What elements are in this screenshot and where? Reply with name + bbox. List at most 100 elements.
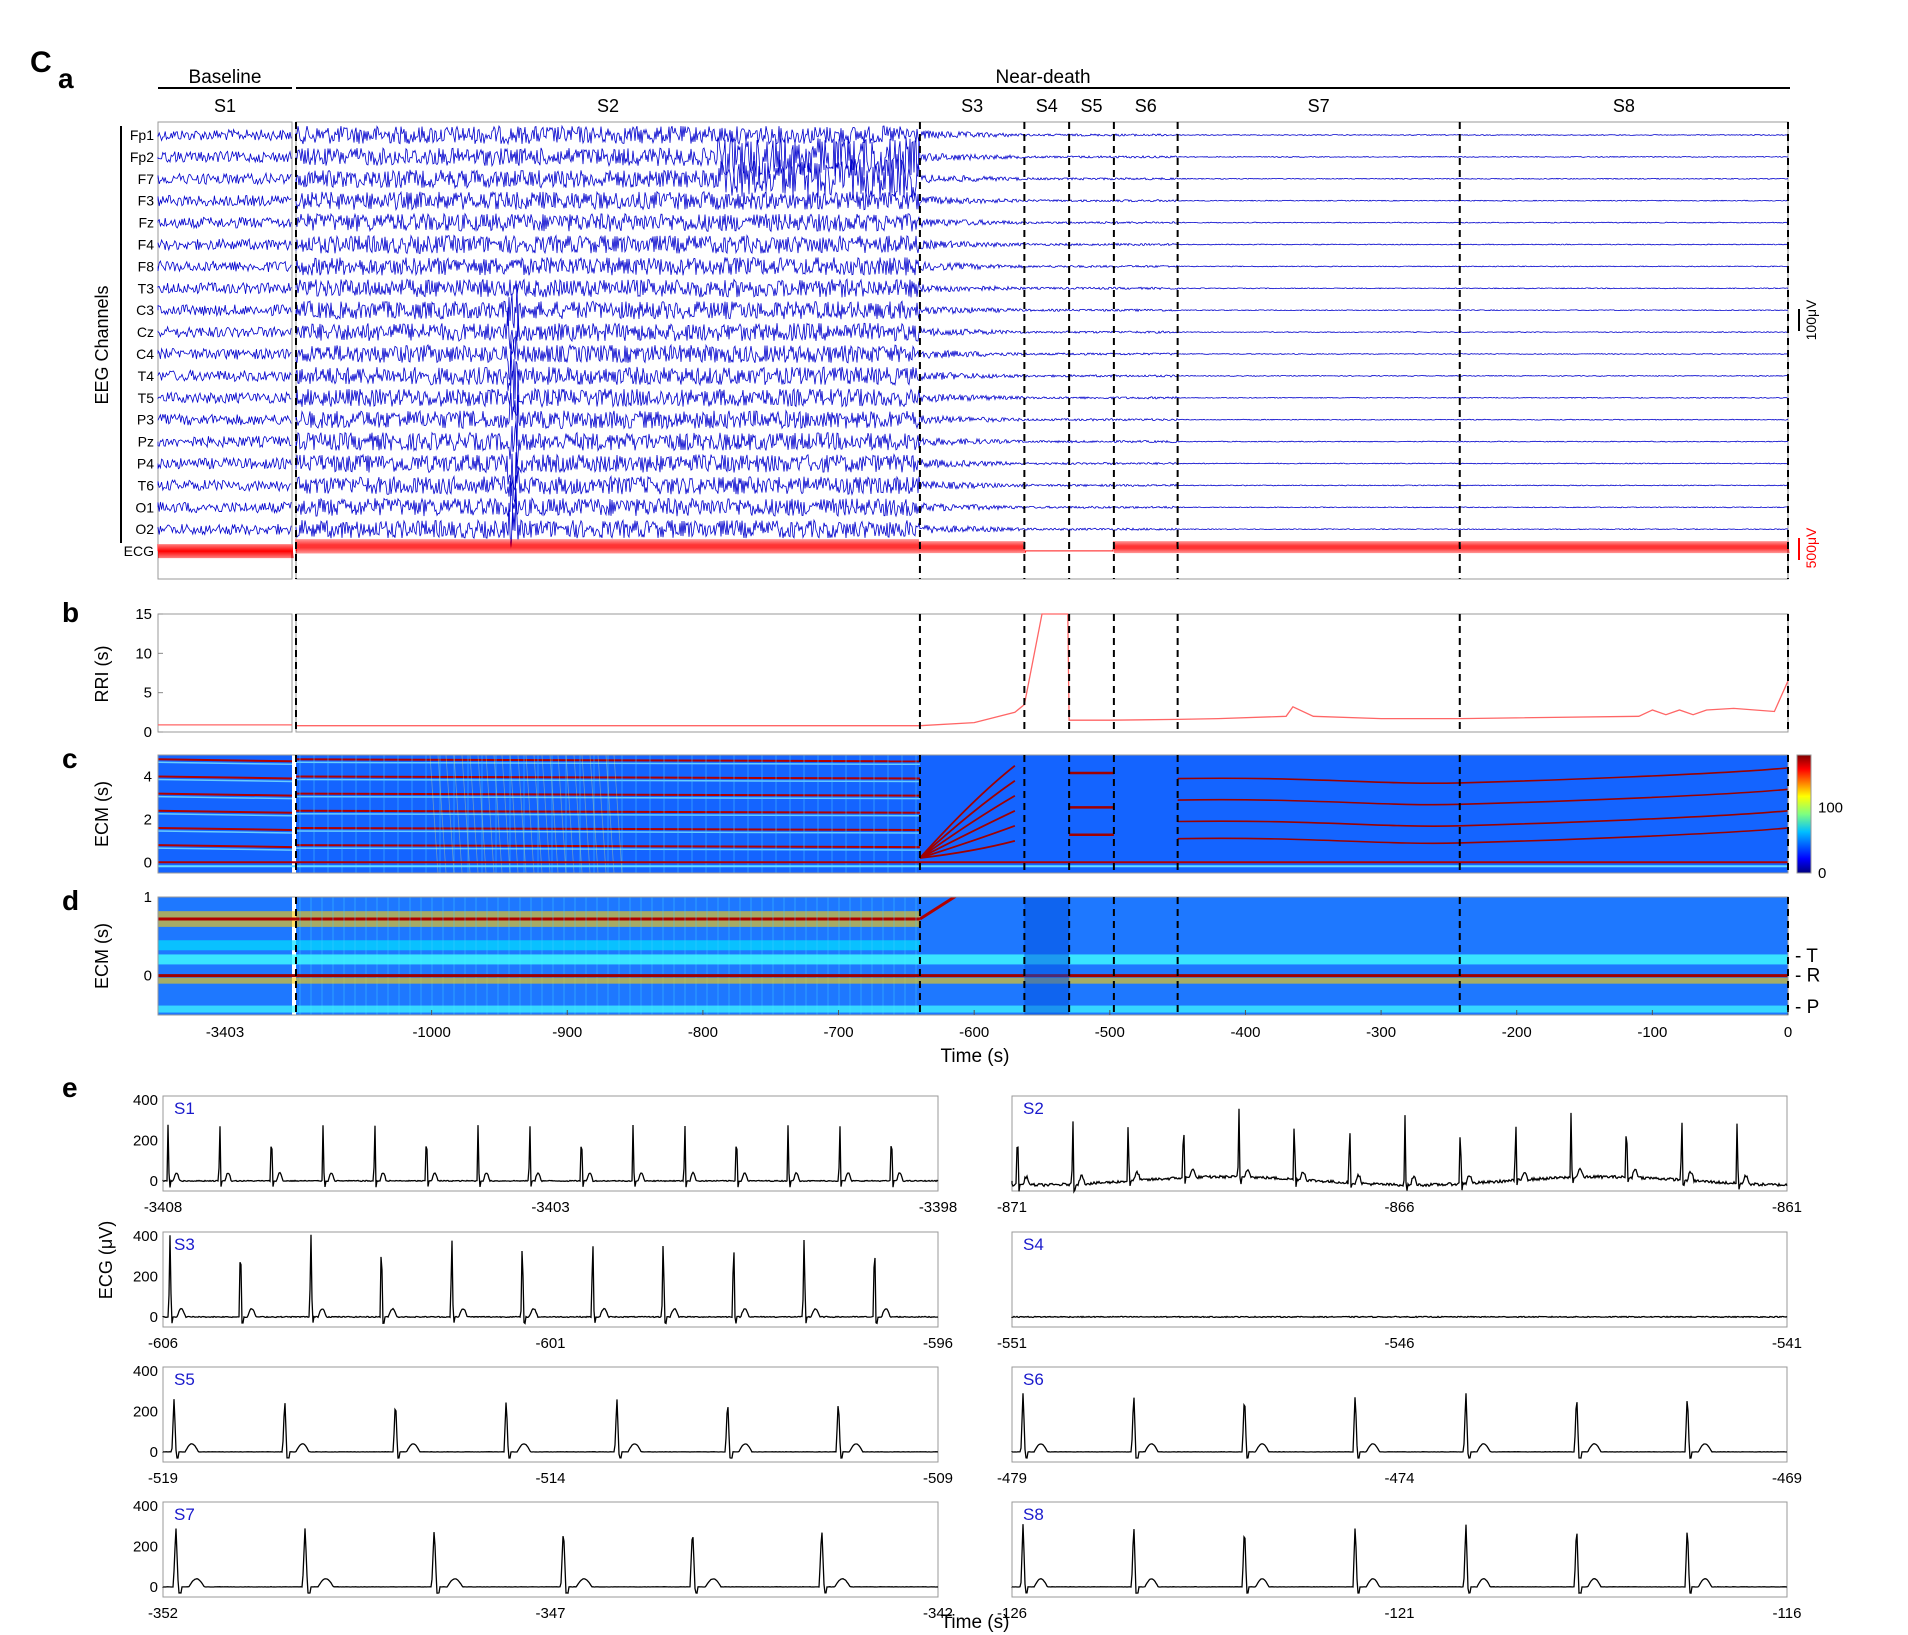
ecm-c-diagonal-streak [437,755,447,873]
ecm-c-diagonal-streak [533,755,543,873]
eeg-trace-t3 [295,278,1789,298]
ecg-xtick-label: -546 [1384,1335,1414,1352]
eeg-channels-ylabel: EEG Channels [92,285,112,404]
eeg-trace-o1 [295,481,1789,532]
ecg-segments-panel: ECG (μV) S1 0 200 400 -3408 -3403 -3398 S2 -871 -… [96,1092,1802,1633]
ecm-c-diagonal-streak [509,755,519,873]
eeg-trace-baseline-f4 [157,237,292,252]
rri-ytick-label: 10 [135,645,152,662]
channel-label-c3: C3 [136,302,154,318]
stage-label-s4: S4 [1036,96,1058,116]
ecg-ytick-label: 400 [133,1363,158,1380]
ecg-ytick-label: 400 [133,1092,158,1109]
eeg-trace-baseline-o2 [157,523,292,537]
eeg-trace-cz [295,307,1789,356]
ecm-d-xtick-label: -100 [1637,1024,1667,1041]
ecm-c-band-halo [158,795,293,800]
ecg-panel-trace [162,1399,938,1459]
ecg-panel-stage-label: S4 [1023,1235,1044,1254]
eeg-trace-baseline-t6 [157,479,292,493]
ecg-panel-stage-label: S7 [174,1505,195,1524]
ecm-d-ylabel: ECM (s) [92,923,112,989]
ecg-xtick-label: -347 [535,1605,565,1622]
eeg-trace-c3 [295,284,1789,337]
panel-label-e: e [62,1072,78,1103]
eeg-trace-fz [295,212,1789,233]
ecm-c-curve [919,765,1016,859]
rri-ytick-label: 5 [144,685,152,702]
ecg-panel-trace [1011,1108,1788,1194]
ecm-c-curve [919,794,1016,859]
rri-ylabel: RRI (s) [92,646,112,703]
eeg-trace-t6 [295,466,1789,504]
rri-main-frame [295,613,1789,733]
channel-label-o2: O2 [135,521,154,537]
ecg-panel-s6: S6 -479 -474 -469 [997,1366,1802,1487]
ecm-c-diagonal-streak [565,755,575,873]
stage-label-s6: S6 [1135,96,1157,116]
ecm-d-xlabel: Time (s) [941,1046,1010,1067]
ecm-d-frame [157,896,1789,1016]
ecg-panel-stage-label: S3 [174,1235,195,1254]
ecg-panel-frame [162,1501,939,1598]
ecg-panel-stage-label: S1 [174,1099,195,1118]
eeg-trace-f7 [295,158,1789,199]
ecm-c-frame [157,754,1789,874]
ecg-xtick-label: -479 [997,1470,1027,1487]
ecm-d-mid-band [158,940,920,951]
eeg-trace-c4 [295,329,1788,382]
ecm-c-band-line [158,775,293,780]
ecg-xtick-label: -509 [923,1470,953,1487]
ecg-panel-stage-label: S6 [1023,1370,1044,1389]
ecm-d-xtick-label: -1000 [412,1024,450,1041]
ecm-c-diagonal-streak [581,755,591,873]
ecg-xtick-label: -126 [997,1605,1027,1622]
stage-label-s2: S2 [597,96,619,116]
eeg-trace-baseline-f3 [157,194,292,207]
channel-label-p4: P4 [137,456,154,472]
ecg-ytick-label: 0 [150,1579,158,1596]
eeg-trace-t4 [295,351,1789,400]
ecm-d-ytick-label: 0 [144,968,152,985]
ecg-ytick-label: 400 [133,1498,158,1515]
ecg-trace-baseline [157,544,294,559]
ecg-ytick-label: 0 [150,1444,158,1461]
ecm-c-curve [919,809,1016,859]
channel-label-fz: Fz [138,215,154,231]
eeg-trace-f8 [295,256,1789,277]
ecg-panel-frame [1011,1231,1788,1328]
stage-label-s5: S5 [1080,96,1102,116]
ecm-heatmap-d: ECM (s) 01 - T- R- P -3403 -1000 -900 -800-… [92,889,1820,1067]
colorbar-tick-label: 100 [1818,799,1843,816]
ecm-d-xtick-label: -900 [552,1024,582,1041]
ecm-c-diagonal-streak [605,755,615,873]
ecm-d-t-band [158,954,1788,965]
eeg-trace-t5 [295,369,1789,416]
channel-label-f3: F3 [138,193,155,209]
ecm-c-diagonal-streak [493,755,503,873]
ecg-panel-trace [162,1234,939,1325]
channel-label-fp1: Fp1 [130,127,154,143]
ecg-panel-frame [162,1095,939,1192]
ecm-c-curve [919,839,1016,859]
channel-label-c4: C4 [136,346,154,362]
channel-label-fp2: Fp2 [130,149,154,165]
ecg-xtick-label: -469 [1772,1470,1802,1487]
rri-panel: RRI (s) 0 5 10 15 [92,606,1789,741]
wave-label-r: - R [1795,966,1820,987]
ecg-ytick-label: 200 [133,1538,158,1555]
ecm-c-diagonal-streak [469,755,479,873]
ecg-trace [295,539,1790,554]
ecg-panel-frame [1011,1501,1788,1598]
ecm-c-gap [292,755,296,873]
ecm-c-diagonal-streak [461,755,471,873]
rri-baseline-frame [157,613,293,733]
ecm-c-diagonal-streak [453,755,463,873]
ecg-panel-s2: S2 -871 -866 -861 [997,1095,1802,1216]
ecg-segments-ylabel: ECG (μV) [96,1221,116,1299]
ecm-d-xtick-label: -200 [1502,1024,1532,1041]
eeg-trace-baseline-f8 [157,260,292,273]
ecm-c-band-halo [158,813,293,817]
ecg-xtick-label: -474 [1384,1470,1414,1487]
eeg-trace-f3 [295,190,1789,212]
